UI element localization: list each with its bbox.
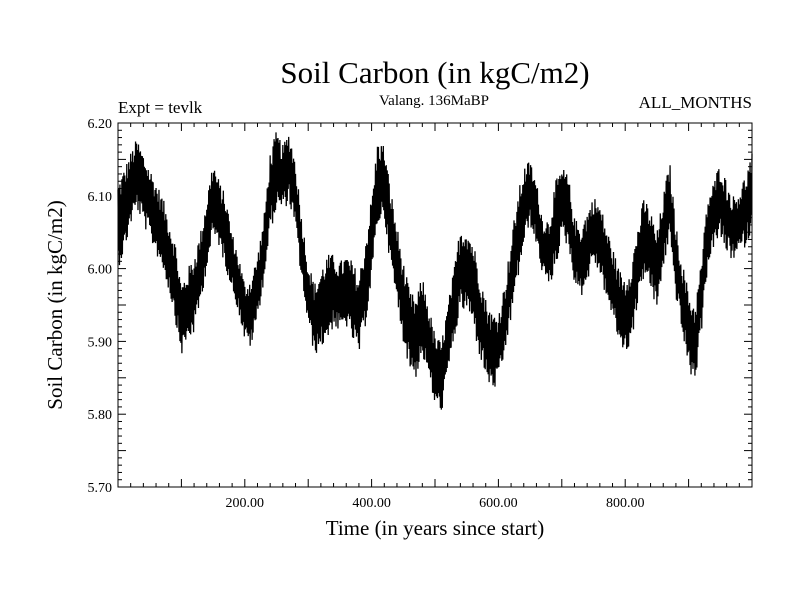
y-tick-label: 5.70 bbox=[88, 481, 113, 496]
period-label: ALL_MONTHS bbox=[639, 93, 752, 112]
chart-title: Soil Carbon (in kgC/m2) bbox=[280, 55, 589, 90]
y-axis-label: Soil Carbon (in kgC/m2) bbox=[43, 200, 67, 409]
experiment-label: Expt = tevlk bbox=[118, 98, 203, 117]
y-tick-labels: 5.70 5.80 5.90 6.00 6.10 6.20 bbox=[88, 117, 113, 496]
y-tick-label: 5.90 bbox=[88, 335, 113, 350]
x-axis-label: Time (in years since start) bbox=[326, 516, 545, 540]
data-series bbox=[117, 132, 753, 410]
x-tick-label: 800.00 bbox=[606, 496, 645, 511]
x-tick-label: 200.00 bbox=[226, 496, 265, 511]
y-tick-label: 6.10 bbox=[88, 190, 113, 205]
plot-frame bbox=[117, 122, 753, 488]
chart-subtitle: Valang. 136MaBP bbox=[379, 93, 489, 109]
x-tick-label: 400.00 bbox=[352, 496, 391, 511]
x-tick-label: 600.00 bbox=[479, 496, 518, 511]
y-tick-label: 5.80 bbox=[88, 408, 113, 423]
y-tick-label: 6.00 bbox=[88, 263, 113, 278]
x-tick-labels: 200.00 400.00 600.00 800.00 bbox=[226, 496, 645, 511]
y-tick-label: 6.20 bbox=[88, 117, 113, 132]
series-line-0 bbox=[117, 132, 753, 410]
